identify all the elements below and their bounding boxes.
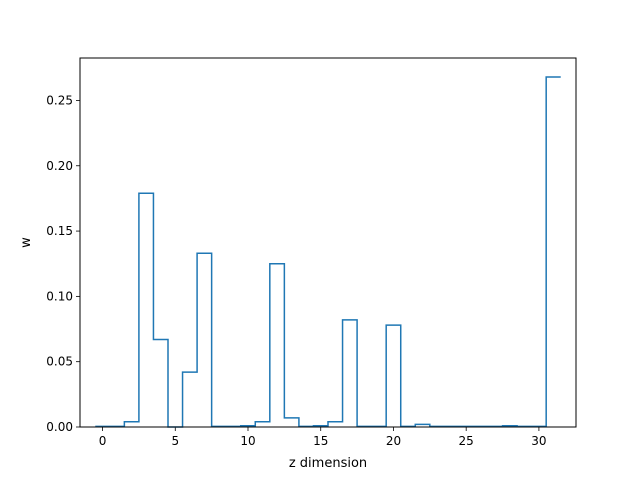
x-tick-label: 0 xyxy=(99,434,107,448)
x-tick-label: 5 xyxy=(171,434,179,448)
plot-frame xyxy=(79,57,577,428)
x-tick-label: 10 xyxy=(240,434,255,448)
y-axis-ticks: 0.00 0.05 0.10 0.15 0.20 0.25 xyxy=(46,93,80,434)
y-tick-label: 0.10 xyxy=(46,289,73,303)
x-axis-label: z dimension xyxy=(289,456,367,471)
x-tick-label: 20 xyxy=(386,434,401,448)
x-axis-ticks: 0 5 10 15 20 25 30 xyxy=(99,427,547,448)
y-axis-label: w xyxy=(19,237,34,248)
y-tick-label: 0.20 xyxy=(46,159,73,173)
x-tick-label: 15 xyxy=(313,434,328,448)
y-tick-label: 0.00 xyxy=(46,420,73,434)
x-tick-label: 25 xyxy=(459,434,474,448)
plot-area xyxy=(80,58,576,427)
y-tick-label: 0.25 xyxy=(46,93,73,107)
x-tick-label: 30 xyxy=(531,434,546,448)
y-tick-label: 0.15 xyxy=(46,224,73,238)
y-tick-label: 0.05 xyxy=(46,355,73,369)
